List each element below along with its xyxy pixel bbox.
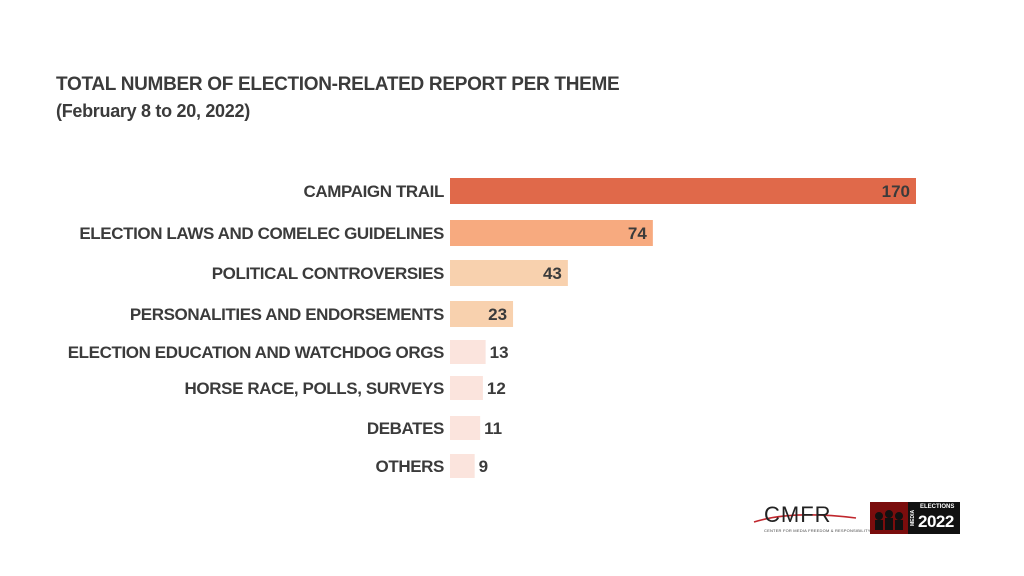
category-label-0: CAMPAIGN TRAIL — [304, 182, 444, 201]
bar-1 — [450, 220, 653, 246]
bar-0 — [450, 178, 916, 204]
media-elections-emblem-icon — [870, 502, 908, 534]
cmfr-logo-subtitle: CENTER FOR MEDIA FREEDOM & RESPONSIBILIT… — [764, 528, 871, 533]
media-label: MEDIA — [910, 509, 916, 527]
cmfr-swoosh-icon — [753, 514, 857, 523]
year-label: 2022 — [918, 512, 954, 531]
bar-5 — [450, 376, 483, 400]
bar-4 — [450, 340, 486, 364]
category-label-5: HORSE RACE, POLLS, SURVEYS — [185, 379, 445, 398]
category-label-1: ELECTION LAWS AND COMELEC GUIDELINES — [79, 224, 444, 243]
chart-subtitle: (February 8 to 20, 2022) — [56, 101, 250, 121]
category-label-3: PERSONALITIES AND ENDORSEMENTS — [130, 305, 444, 324]
cmfr-logo-text: CMFR — [764, 502, 832, 527]
value-label-2: 43 — [543, 264, 562, 283]
cmfr-logo: CMFR CENTER FOR MEDIA FREEDOM & RESPONSI… — [752, 502, 870, 536]
value-label-0: 170 — [882, 182, 910, 201]
category-label-7: OTHERS — [376, 457, 445, 476]
category-label-6: DEBATES — [367, 419, 444, 438]
value-label-4: 13 — [490, 343, 509, 362]
value-label-7: 9 — [479, 457, 488, 476]
value-label-3: 23 — [488, 305, 507, 324]
value-label-1: 74 — [628, 224, 647, 243]
bar-7 — [450, 454, 475, 478]
elections-label: ELECTIONS — [920, 504, 955, 510]
media-elections-logo: MEDIA ELECTIONS 2022 — [870, 502, 960, 534]
bar-3 — [450, 301, 514, 327]
chart-title: TOTAL NUMBER OF ELECTION-RELATED REPORT … — [56, 74, 620, 95]
category-label-4: ELECTION EDUCATION AND WATCHDOG ORGS — [68, 343, 444, 362]
category-label-2: POLITICAL CONTROVERSIES — [212, 264, 444, 283]
value-label-5: 12 — [487, 379, 506, 398]
value-label-6: 11 — [484, 419, 502, 438]
bar-6 — [450, 416, 481, 440]
bar-2 — [450, 260, 568, 286]
footer-logos: CMFR CENTER FOR MEDIA FREEDOM & RESPONSI… — [752, 502, 962, 536]
